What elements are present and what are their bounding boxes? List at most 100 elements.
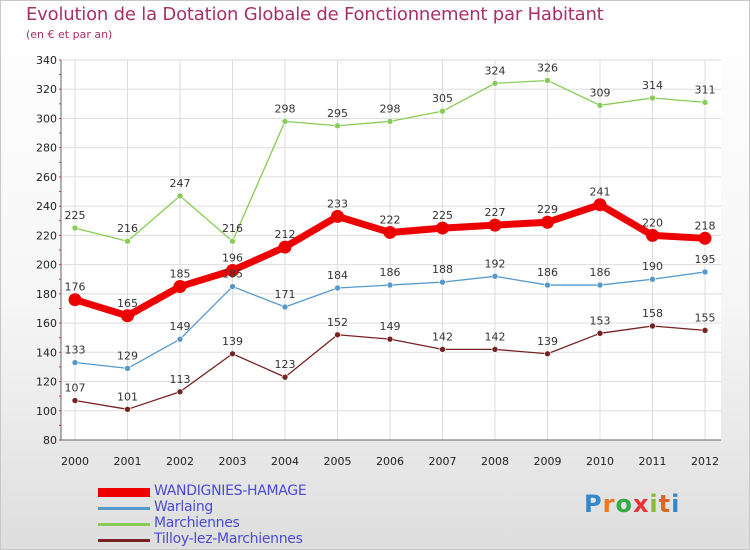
data-label-wandignies: 222 bbox=[380, 213, 401, 226]
x-tick-label: 2004 bbox=[271, 455, 299, 468]
legend-label-warlaing: Warlaing bbox=[154, 499, 214, 515]
data-point-wandignies bbox=[121, 309, 134, 323]
data-point-warlaing bbox=[701, 268, 709, 276]
legend-swatch-marchiennes bbox=[98, 523, 150, 526]
data-label-tilloy: 152 bbox=[327, 316, 348, 329]
x-tick-label: 2011 bbox=[639, 455, 667, 468]
data-point-wandignies bbox=[68, 293, 82, 307]
data-label-tilloy: 139 bbox=[537, 335, 558, 348]
data-point-tilloy bbox=[701, 327, 709, 334]
data-label-marchiennes: 314 bbox=[642, 79, 663, 92]
data-point-warlaing bbox=[649, 275, 656, 283]
x-tick-label: 2010 bbox=[586, 455, 614, 468]
data-label-warlaing: 129 bbox=[117, 349, 138, 362]
data-label-wandignies: 227 bbox=[485, 206, 506, 219]
data-label-wandignies: 225 bbox=[432, 209, 453, 222]
data-point-marchiennes bbox=[491, 80, 499, 87]
data-label-tilloy: 153 bbox=[590, 314, 611, 327]
data-label-wandignies: 196 bbox=[222, 251, 243, 264]
legend-label-tilloy: Tilloy-lez-Marchiennes bbox=[154, 531, 303, 547]
data-point-wandignies bbox=[383, 225, 397, 239]
data-label-marchiennes: 309 bbox=[590, 86, 611, 99]
data-point-wandignies bbox=[646, 228, 659, 242]
data-label-wandignies: 185 bbox=[170, 268, 191, 281]
x-tick-label: 2009 bbox=[534, 455, 562, 468]
data-point-warlaing bbox=[71, 359, 79, 366]
y-tick-label: 240 bbox=[36, 200, 57, 213]
data-label-tilloy: 107 bbox=[65, 382, 86, 395]
chart-title: Evolution de la Dotation Globale de Fonc… bbox=[26, 4, 604, 25]
y-tick-label: 200 bbox=[36, 259, 57, 272]
data-label-marchiennes: 225 bbox=[65, 209, 86, 222]
y-tick-label: 140 bbox=[36, 346, 57, 359]
data-label-wandignies: 220 bbox=[642, 216, 663, 229]
data-label-tilloy: 101 bbox=[117, 390, 138, 403]
data-point-tilloy bbox=[71, 397, 79, 404]
logo-letter: o bbox=[615, 490, 633, 518]
logo-letter: x bbox=[632, 490, 650, 518]
data-label-marchiennes: 324 bbox=[485, 64, 506, 77]
x-tick-label: 2008 bbox=[481, 455, 509, 468]
data-label-tilloy: 139 bbox=[222, 335, 243, 348]
x-tick-label: 2007 bbox=[429, 455, 457, 468]
data-label-marchiennes: 298 bbox=[380, 102, 401, 115]
legend-label-wandignies: WANDIGNIES-HAMAGE bbox=[154, 483, 307, 499]
data-point-marchiennes bbox=[334, 122, 341, 130]
data-label-warlaing: 186 bbox=[590, 266, 611, 279]
data-label-warlaing: 149 bbox=[170, 320, 191, 333]
data-label-marchiennes: 216 bbox=[222, 222, 243, 235]
data-point-marchiennes bbox=[439, 107, 446, 115]
data-label-marchiennes: 298 bbox=[275, 102, 296, 115]
x-tick-label: 2005 bbox=[324, 455, 352, 468]
data-point-tilloy bbox=[229, 350, 236, 358]
data-point-marchiennes bbox=[701, 99, 709, 106]
plot-area bbox=[61, 60, 721, 440]
data-point-marchiennes bbox=[386, 118, 394, 125]
data-label-tilloy: 155 bbox=[695, 311, 716, 324]
data-point-warlaing bbox=[334, 284, 341, 292]
data-point-marchiennes bbox=[176, 192, 184, 200]
data-point-marchiennes bbox=[596, 102, 604, 109]
logo-letter: i bbox=[671, 490, 681, 518]
data-point-wandignies bbox=[541, 215, 554, 229]
data-point-marchiennes bbox=[544, 77, 551, 84]
data-label-warlaing: 185 bbox=[222, 268, 243, 281]
data-label-warlaing: 186 bbox=[380, 266, 401, 279]
y-tick-label: 80 bbox=[43, 434, 57, 447]
data-point-tilloy bbox=[124, 406, 131, 413]
data-label-warlaing: 186 bbox=[537, 266, 558, 279]
data-point-tilloy bbox=[334, 331, 341, 339]
data-label-warlaing: 171 bbox=[275, 288, 296, 301]
logo-letter: r bbox=[602, 490, 616, 518]
y-tick-label: 340 bbox=[36, 54, 57, 67]
data-point-wandignies bbox=[226, 263, 239, 277]
data-point-wandignies bbox=[698, 231, 712, 245]
data-point-tilloy bbox=[649, 322, 656, 330]
data-point-marchiennes bbox=[229, 237, 236, 245]
legend-label-marchiennes: Marchiennes bbox=[154, 515, 240, 531]
data-label-tilloy: 123 bbox=[275, 358, 296, 371]
data-point-tilloy bbox=[176, 388, 184, 396]
chart-subtitle: (en € et par an) bbox=[26, 28, 113, 41]
legend-swatch-warlaing bbox=[98, 507, 150, 510]
data-label-marchiennes: 311 bbox=[695, 83, 716, 96]
data-label-marchiennes: 295 bbox=[327, 107, 348, 120]
data-point-warlaing bbox=[176, 335, 184, 343]
data-label-warlaing: 192 bbox=[485, 257, 506, 270]
logo-letter: t bbox=[658, 490, 672, 518]
data-label-tilloy: 149 bbox=[380, 320, 401, 333]
data-point-warlaing bbox=[386, 281, 394, 289]
data-point-tilloy bbox=[596, 330, 604, 337]
data-label-wandignies: 176 bbox=[65, 281, 86, 294]
data-point-tilloy bbox=[544, 350, 551, 358]
y-tick-label: 220 bbox=[36, 229, 57, 242]
data-point-wandignies bbox=[278, 240, 292, 254]
data-label-tilloy: 142 bbox=[432, 330, 453, 343]
x-tick-label: 2001 bbox=[114, 455, 142, 468]
data-point-tilloy bbox=[439, 346, 446, 353]
data-point-warlaing bbox=[491, 273, 499, 280]
data-point-wandignies bbox=[488, 218, 502, 232]
data-label-warlaing: 184 bbox=[327, 269, 348, 282]
data-point-tilloy bbox=[491, 346, 499, 353]
